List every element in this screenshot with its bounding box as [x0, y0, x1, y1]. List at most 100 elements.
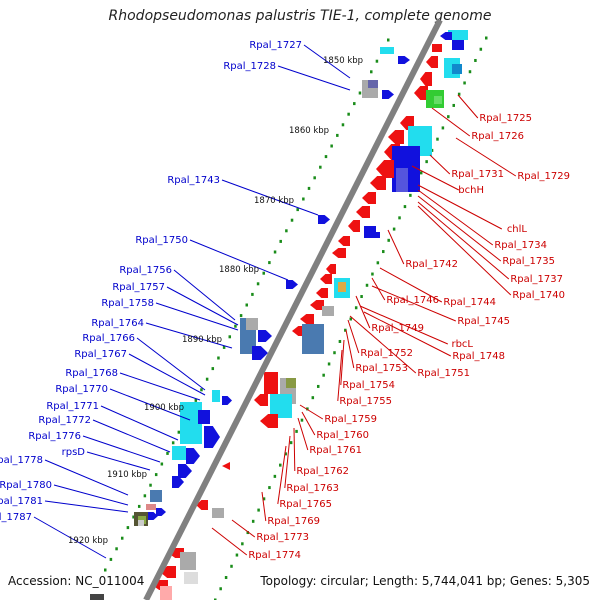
reverse-gene-label: Rpal_1725	[479, 113, 532, 124]
forward-gene-label: Rpal_1772	[38, 415, 91, 426]
leader-line	[109, 388, 191, 421]
tick-mark	[436, 137, 439, 141]
tick-mark	[234, 324, 237, 328]
tick-mark	[241, 542, 244, 546]
tick-mark	[375, 59, 379, 63]
tick-mark	[452, 103, 455, 107]
tick-mark	[382, 250, 385, 254]
forward-gene-label: Rpal_1727	[249, 40, 302, 51]
reverse-gene-label: Rpal_1755	[339, 396, 392, 407]
tick-mark	[479, 47, 483, 51]
leader-line	[221, 179, 319, 216]
tick-mark	[211, 367, 215, 371]
leader-line	[231, 519, 256, 538]
gene-arrow-reverse	[320, 274, 332, 284]
tick-mark	[376, 261, 380, 265]
gene-arrow-forward	[186, 448, 200, 464]
tick-mark	[409, 193, 412, 197]
forward-gene-label: Rpal_1780	[0, 480, 52, 491]
leader-line	[417, 189, 494, 246]
reverse-gene-label: Rpal_1735	[502, 256, 555, 267]
gene-block	[212, 390, 220, 402]
tick-mark	[447, 115, 450, 119]
gene-block	[338, 282, 346, 292]
leader-line	[119, 372, 201, 401]
gene-block	[264, 372, 278, 394]
leader-line	[33, 516, 107, 559]
leader-line	[379, 267, 443, 303]
tick-mark	[324, 155, 328, 159]
forward-gene-label: Rpal_1728	[223, 61, 276, 72]
reverse-gene-label: Rpal_1731	[451, 169, 504, 180]
tick-mark	[387, 238, 390, 242]
tick-mark	[224, 576, 228, 580]
tick-mark	[295, 429, 298, 433]
tick-mark	[311, 396, 315, 400]
gene-block	[90, 594, 104, 600]
tick-mark	[474, 58, 477, 62]
forward-gene-label: Rpal_1771	[46, 401, 99, 412]
tick-mark	[251, 519, 255, 523]
leader-line	[299, 404, 324, 420]
gene-block	[150, 490, 162, 502]
gene-arrow-forward	[172, 476, 184, 488]
tick-mark	[330, 144, 333, 148]
gene-arrow-forward	[398, 56, 410, 64]
gene-arrow-reverse	[356, 206, 370, 218]
tick-mark	[322, 373, 325, 377]
forward-gene-label: Rpal_1756	[119, 265, 172, 276]
tick-mark	[354, 306, 358, 310]
tick-mark	[256, 282, 260, 286]
tick-mark	[239, 314, 243, 318]
leader-line	[211, 527, 248, 556]
gene-block	[396, 168, 408, 192]
tick-mark	[290, 218, 294, 222]
gene-arrow-reverse	[338, 236, 350, 246]
tick-mark	[257, 508, 260, 512]
tick-mark	[137, 504, 141, 508]
leader-line	[145, 322, 233, 349]
leader-line	[417, 195, 502, 262]
gene-arrow-reverse	[420, 72, 432, 86]
tick-mark	[485, 36, 488, 40]
tick-mark	[302, 197, 305, 201]
forward-gene-label: Rpal_1758	[101, 298, 154, 309]
reverse-gene-label: Rpal_1765	[279, 499, 332, 510]
reverse-gene-label: Rpal_1744	[443, 297, 496, 308]
leader-line	[277, 65, 351, 91]
leader-line	[363, 311, 452, 357]
gene-arrow-reverse	[300, 314, 314, 324]
tick-mark	[246, 531, 250, 535]
gene-block	[160, 586, 172, 600]
kbp-label: 1910 kbp	[107, 470, 147, 480]
gene-block	[212, 508, 224, 518]
tick-mark	[104, 568, 107, 572]
tick-mark	[262, 271, 265, 275]
reverse-gene-label: bchH	[458, 185, 484, 196]
reverse-gene-label: Rpal_1762	[296, 466, 349, 477]
tick-mark	[268, 486, 271, 490]
gene-arrow-reverse	[414, 86, 428, 100]
gene-arrow-forward	[258, 330, 272, 342]
kbp-label: 1890 kbp	[182, 335, 222, 345]
reverse-gene-label: Rpal_1763	[286, 483, 339, 494]
leader-line	[429, 154, 451, 175]
reverse-gene-label: rbcL	[451, 339, 473, 350]
tick-mark	[284, 452, 287, 456]
map-title: Rhodopseudomonas palustris TIE-1, comple…	[108, 8, 492, 24]
tick-mark	[463, 81, 466, 85]
leader-line	[303, 44, 351, 79]
gene-arrow-forward	[318, 215, 330, 224]
leader-line	[166, 286, 239, 326]
tick-mark	[468, 70, 472, 74]
gene-arrow-forward	[148, 512, 158, 520]
forward-gene-label: Rpal_1776	[28, 431, 81, 442]
gene-arrow-reverse	[426, 56, 438, 68]
leader-line	[417, 205, 512, 296]
leader-line	[189, 239, 289, 281]
gene-arrow-forward	[286, 280, 298, 289]
leader-line	[301, 411, 316, 436]
forward-gene-label: Rpal_1781	[0, 496, 43, 507]
kbp-label: 1920 kbp	[68, 536, 108, 546]
